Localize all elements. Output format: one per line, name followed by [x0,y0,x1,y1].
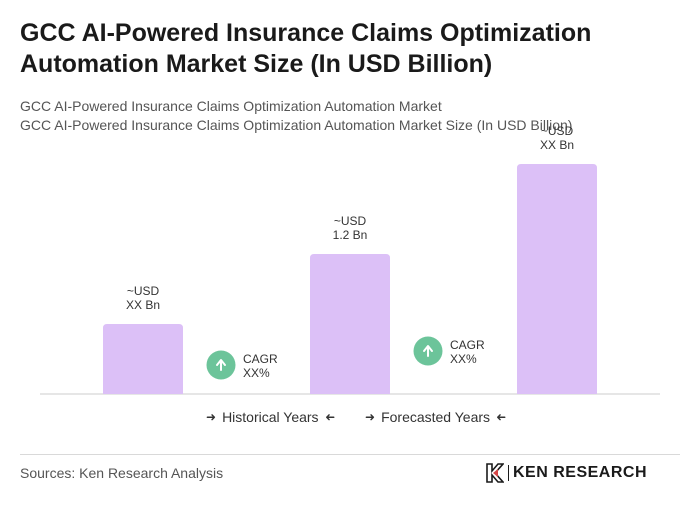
logo-divider [508,465,509,481]
arrow-left-icon: ➜ [496,410,507,424]
chart-subtitle-secondary: GCC AI-Powered Insurance Claims Optimiza… [20,117,573,133]
cagr-value: XX% [243,366,270,380]
legend-historical: ➜ Historical Years ➜ [200,409,341,425]
bar-value-label: ~USD [541,124,574,138]
legend-forecasted: ➜ Forecasted Years ➜ [359,409,512,425]
bar-value-label: ~USD [127,284,160,298]
logo-text: KEN RESEARCH [513,464,648,481]
legend-forecasted-label: Forecasted Years [381,409,491,425]
bar-value-label: 1.2 Bn [333,228,368,242]
ken-research-logo: KEN RESEARCH [486,463,647,483]
arrow-left-icon: ➜ [324,410,335,424]
bar [103,324,183,394]
arrow-right-icon: ➜ [365,410,376,424]
bar [310,254,390,394]
arrow-up-icon [423,345,433,357]
bar-value-label: XX Bn [540,138,574,152]
bar [517,164,597,394]
footer-divider [20,454,680,455]
chart-subtitle: GCC AI-Powered Insurance Claims Optimiza… [20,98,442,114]
cagr-value: XX% [450,352,477,366]
legend-historical-label: Historical Years [222,409,319,425]
source-note: Sources: Ken Research Analysis [20,465,224,481]
ken-logo-icon [486,463,504,483]
arrow-right-icon: ➜ [206,410,217,424]
chart-title: GCC AI-Powered Insurance Claims Optimiza… [20,19,592,78]
bar-value-label: ~USD [334,214,367,228]
cagr-label: CAGR [243,352,278,366]
cagr-label: CAGR [450,338,485,352]
bar-value-label: XX Bn [126,298,160,312]
arrow-up-icon [216,359,226,371]
